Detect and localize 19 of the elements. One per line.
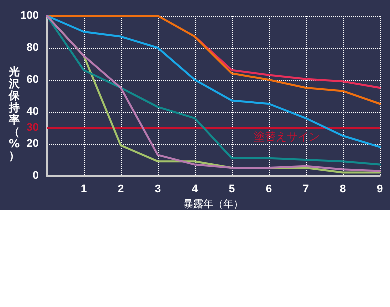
x-tick-label: 9 <box>376 184 384 196</box>
y-tick-label: 100 <box>20 10 39 22</box>
y-tick-label: 80 <box>26 42 39 54</box>
x-tick-label: 2 <box>118 184 124 196</box>
y-tick-label: 20 <box>26 138 39 150</box>
y-tick-label: 60 <box>26 74 39 86</box>
x-tick-label: 5 <box>228 184 236 196</box>
x-tick-label: 8 <box>340 184 346 196</box>
x-axis-title: 暴露年（年） <box>184 198 244 210</box>
x-tick-label: 7 <box>302 184 310 196</box>
x-tick-label: 3 <box>154 184 162 196</box>
y-tick-label: 40 <box>26 106 39 118</box>
y-axis-title: 光沢保持率（%） <box>8 66 21 162</box>
y-tick-label: 30 <box>26 122 39 134</box>
x-tick-label: 4 <box>192 184 199 196</box>
ref-line-label: 塗替えサイン <box>254 130 320 144</box>
x-tick-label: 6 <box>266 184 272 196</box>
x-tick-label: 1 <box>80 184 88 196</box>
y-tick-label: 0 <box>32 170 39 182</box>
